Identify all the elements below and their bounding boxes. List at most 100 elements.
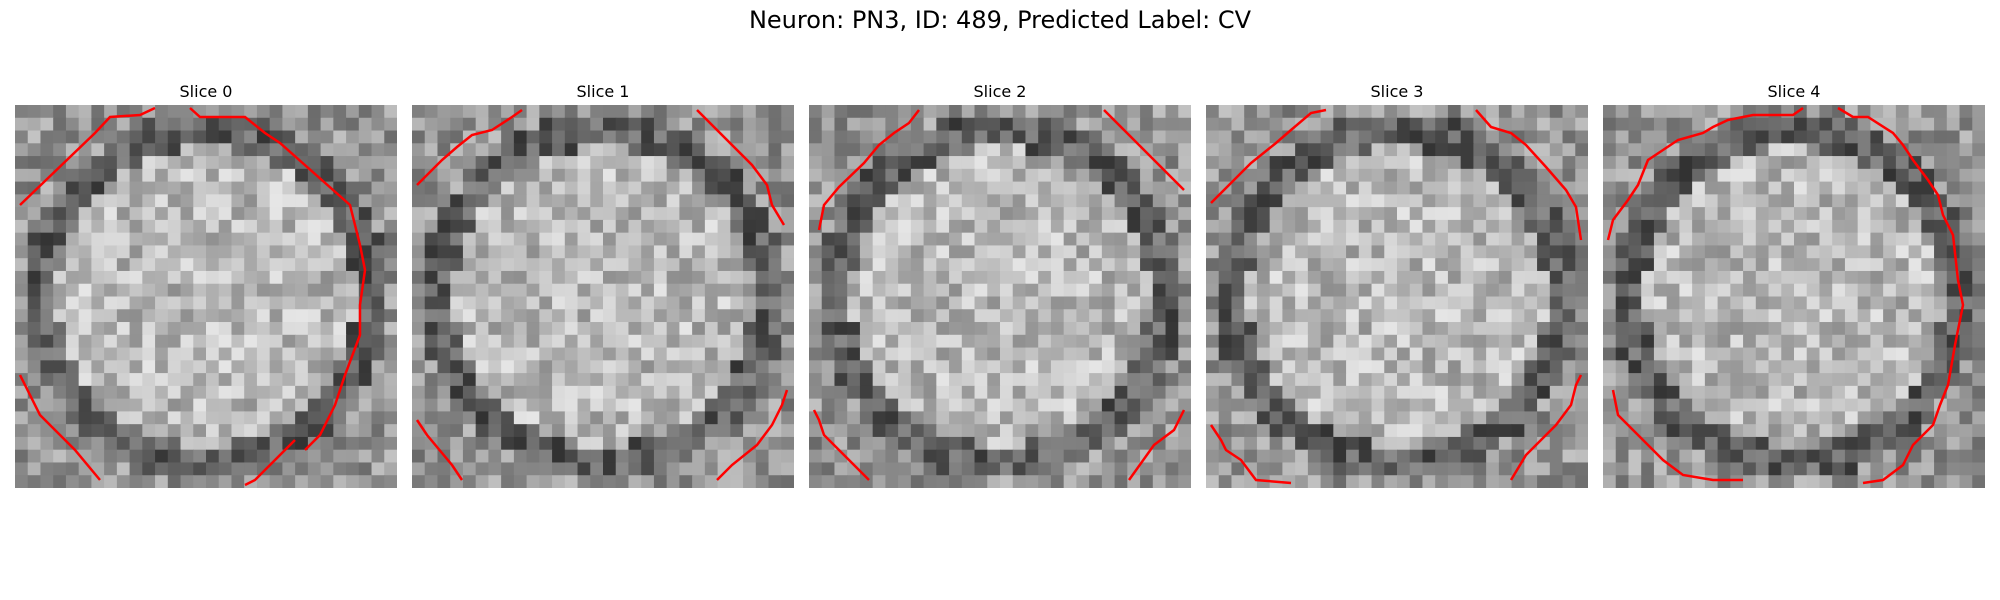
pixel: [501, 130, 515, 144]
pixel: [1755, 130, 1770, 144]
pixel: [1244, 258, 1258, 272]
pixel: [475, 296, 489, 310]
pixel: [1908, 143, 1922, 157]
pixel: [666, 143, 680, 157]
pixel: [847, 168, 861, 183]
pixel: [1883, 194, 1897, 208]
pixel: [231, 398, 245, 412]
pixel: [320, 398, 334, 412]
pixel: [307, 270, 322, 285]
pixel: [40, 334, 54, 349]
pixel: [1282, 283, 1296, 298]
pixel: [1320, 373, 1334, 387]
pixel: [142, 360, 156, 374]
pixel: [384, 322, 397, 336]
pixel: [384, 449, 397, 464]
pixel: [1844, 181, 1859, 195]
pixel: [1511, 181, 1525, 195]
pixel: [1050, 360, 1065, 374]
pixel: [936, 232, 950, 247]
pixel: [1152, 194, 1167, 208]
pixel: [371, 309, 385, 323]
pixel: [1883, 130, 1897, 144]
pixel: [53, 105, 67, 119]
pixel: [450, 398, 464, 412]
pixel: [923, 258, 937, 272]
pixel: [1127, 105, 1141, 119]
pixel: [501, 168, 515, 183]
pixel: [781, 283, 794, 298]
pixel: [282, 436, 296, 451]
pixel: [1537, 245, 1551, 259]
pixel: [1908, 105, 1922, 119]
pixel: [1231, 436, 1245, 451]
pixel: [1934, 462, 1948, 476]
pixel: [333, 449, 347, 464]
pixel: [961, 143, 976, 157]
pixel: [1819, 156, 1833, 170]
pixel: [755, 194, 770, 208]
pixel: [1025, 207, 1039, 221]
pixel: [781, 156, 794, 170]
pixel: [1295, 283, 1309, 298]
pixel: [65, 283, 80, 298]
pixel: [462, 309, 477, 323]
pixel: [628, 309, 642, 323]
pixel: [872, 219, 886, 234]
pixel: [1524, 168, 1538, 183]
pixel: [1743, 283, 1757, 298]
pixel: [1038, 181, 1052, 195]
pixel: [885, 334, 899, 349]
pixel: [1730, 130, 1744, 144]
contour-line: [1611, 389, 1743, 482]
pixel: [1641, 232, 1655, 247]
pixel: [1870, 296, 1884, 310]
pixel: [1346, 449, 1360, 464]
pixel: [1666, 398, 1680, 412]
pixel: [450, 156, 464, 170]
pixel: [564, 283, 579, 298]
pixel: [1972, 117, 1985, 132]
pixel: [923, 462, 937, 476]
pixel: [1883, 181, 1897, 195]
pixel: [590, 232, 604, 247]
pixel: [1524, 207, 1538, 221]
pixel: [1883, 436, 1897, 451]
pixel: [1755, 270, 1770, 285]
pixel: [679, 245, 693, 259]
pixel: [961, 258, 976, 272]
pixel: [1653, 207, 1668, 221]
pixel: [834, 436, 848, 451]
pixel: [1038, 232, 1052, 247]
pixel: [704, 411, 719, 425]
pixel: [577, 156, 591, 170]
pixel: [1114, 424, 1128, 438]
pixel: [526, 270, 540, 285]
pixel: [437, 398, 451, 412]
pixel: [717, 219, 731, 234]
pixel: [1397, 385, 1411, 400]
pixel: [1603, 270, 1617, 285]
pixel: [1152, 322, 1167, 336]
pixel: [333, 360, 347, 374]
pixel: [859, 207, 874, 221]
pixel: [269, 334, 283, 349]
pixel: [526, 143, 540, 157]
pixel: [1692, 143, 1706, 157]
pixel: [15, 258, 29, 272]
pixel: [218, 117, 233, 132]
pixel: [1537, 168, 1551, 183]
pixel: [1333, 245, 1347, 259]
pixel: [1895, 347, 1910, 361]
pixel: [1282, 219, 1296, 234]
pixel: [615, 270, 630, 285]
pixel: [1384, 322, 1398, 336]
pixel: [1295, 334, 1309, 349]
pixel: [1781, 360, 1795, 374]
pixel: [129, 373, 143, 387]
pixel: [1038, 245, 1052, 259]
pixel: [1127, 270, 1141, 285]
pixel: [949, 436, 963, 451]
pixel: [603, 475, 617, 488]
pixel: [1908, 385, 1922, 400]
